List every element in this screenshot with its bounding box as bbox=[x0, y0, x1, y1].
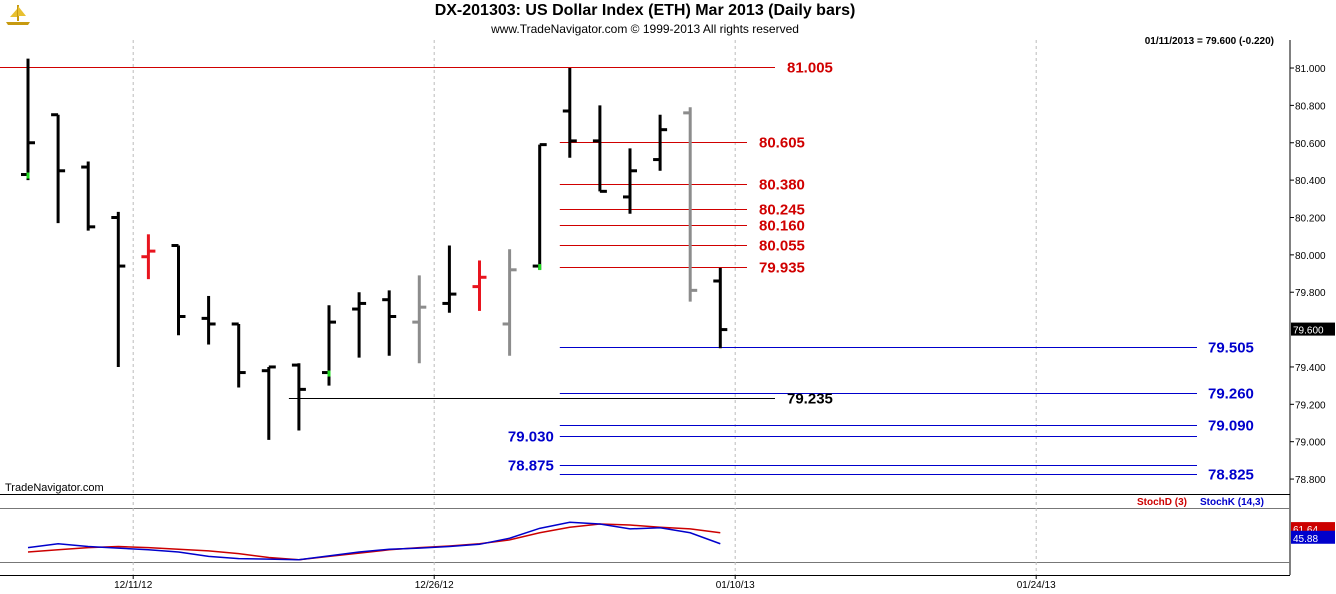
ohlc-bar bbox=[322, 305, 336, 386]
stochk-last-marker bbox=[1291, 530, 1335, 544]
ohlc-bar bbox=[111, 211, 126, 367]
ohlc-bar bbox=[502, 249, 517, 356]
date-tick-label: 01/10/13 bbox=[716, 580, 755, 591]
price-tick-label: 79.400 bbox=[1295, 363, 1326, 374]
ohlc-bar bbox=[81, 161, 96, 231]
level-label: 79.260 bbox=[1208, 386, 1254, 403]
ohlc-bar bbox=[653, 114, 668, 171]
ohlc-bar bbox=[21, 58, 35, 181]
ohlc-bar bbox=[683, 107, 698, 302]
watermark: TradeNavigator.com bbox=[5, 482, 104, 494]
price-tick-label: 79.200 bbox=[1295, 400, 1326, 411]
ohlc-bar bbox=[171, 244, 186, 336]
stochd-legend: StochD (3) bbox=[1137, 497, 1187, 508]
last-price-label: 79.600 bbox=[1293, 326, 1324, 337]
date-tick-label: 01/24/13 bbox=[1017, 580, 1056, 591]
ohlc-bar bbox=[382, 290, 397, 356]
date-axis: 12/11/12 12/26/12 01/10/13 01/24/13 bbox=[114, 575, 1056, 591]
ohlc-bars bbox=[21, 58, 728, 440]
level-label: 80.245 bbox=[759, 202, 805, 219]
price-tick-label: 81.000 bbox=[1295, 64, 1326, 75]
ohlc-bar bbox=[51, 113, 66, 224]
ohlc-bar bbox=[412, 275, 427, 364]
price-tick-label: 80.000 bbox=[1295, 251, 1326, 262]
level-label: 79.090 bbox=[1208, 418, 1254, 435]
level-label: 79.030 bbox=[508, 429, 554, 446]
grid-lines bbox=[132, 40, 1037, 575]
price-tick-label: 79.000 bbox=[1295, 438, 1326, 449]
level-label: 79.505 bbox=[1208, 340, 1254, 357]
ohlc-bar bbox=[261, 365, 276, 440]
ohlc-bar bbox=[352, 292, 367, 358]
price-tick-label: 80.800 bbox=[1295, 101, 1326, 112]
chart-title: DX-201303: US Dollar Index (ETH) Mar 201… bbox=[434, 2, 856, 19]
level-label: 80.380 bbox=[759, 177, 805, 194]
level-label: 80.605 bbox=[759, 135, 805, 152]
date-tick-label: 12/11/12 bbox=[114, 580, 153, 591]
trade-navigator-logo-icon bbox=[4, 2, 32, 26]
price-axis: 81.000 80.800 80.600 80.400 80.200 80.000 79.8… bbox=[1290, 64, 1335, 486]
stochk-legend: StochK (14,3) bbox=[1200, 497, 1264, 508]
price-tick-label: 80.200 bbox=[1295, 213, 1326, 224]
price-tick-label: 80.600 bbox=[1295, 139, 1326, 150]
ohlc-bar bbox=[442, 245, 457, 313]
price-tick-label: 78.800 bbox=[1295, 475, 1326, 486]
stochk-last-label: 45.88 bbox=[1293, 534, 1318, 545]
price-tick-label: 80.400 bbox=[1295, 176, 1326, 187]
chart-subtitle: www.TradeNavigator.com © 1999-2013 All r… bbox=[491, 22, 799, 36]
last-price-marker bbox=[1291, 322, 1335, 336]
ohlc-bar bbox=[532, 143, 547, 271]
stochd-line bbox=[27, 523, 721, 561]
level-label: 79.935 bbox=[759, 260, 805, 277]
level-label: 79.235 bbox=[787, 391, 833, 408]
ohlc-bar bbox=[472, 260, 487, 311]
ohlc-bar bbox=[231, 322, 246, 388]
level-label: 81.005 bbox=[787, 60, 833, 77]
ohlc-bar bbox=[201, 295, 216, 345]
level-label: 80.055 bbox=[759, 238, 805, 255]
ohlc-bar bbox=[592, 105, 607, 193]
ohlc-bar bbox=[623, 148, 637, 214]
level-label: 78.825 bbox=[1208, 467, 1254, 484]
level-label: 78.875 bbox=[508, 458, 554, 475]
ohlc-bar bbox=[141, 234, 156, 280]
stochd-last-label: 61.64 bbox=[1293, 525, 1318, 536]
price-readout: 01/11/2013 = 79.600 (-0.220) bbox=[1144, 36, 1274, 47]
date-tick-label: 12/26/12 bbox=[415, 580, 454, 591]
stochk-line bbox=[27, 521, 721, 561]
ohlc-bar bbox=[562, 68, 577, 158]
chart-frame bbox=[0, 40, 1291, 576]
ohlc-bar bbox=[713, 267, 728, 349]
price-tick-label: 79.800 bbox=[1295, 288, 1326, 299]
ohlc-bar bbox=[291, 363, 306, 431]
level-label: 80.160 bbox=[759, 218, 805, 235]
